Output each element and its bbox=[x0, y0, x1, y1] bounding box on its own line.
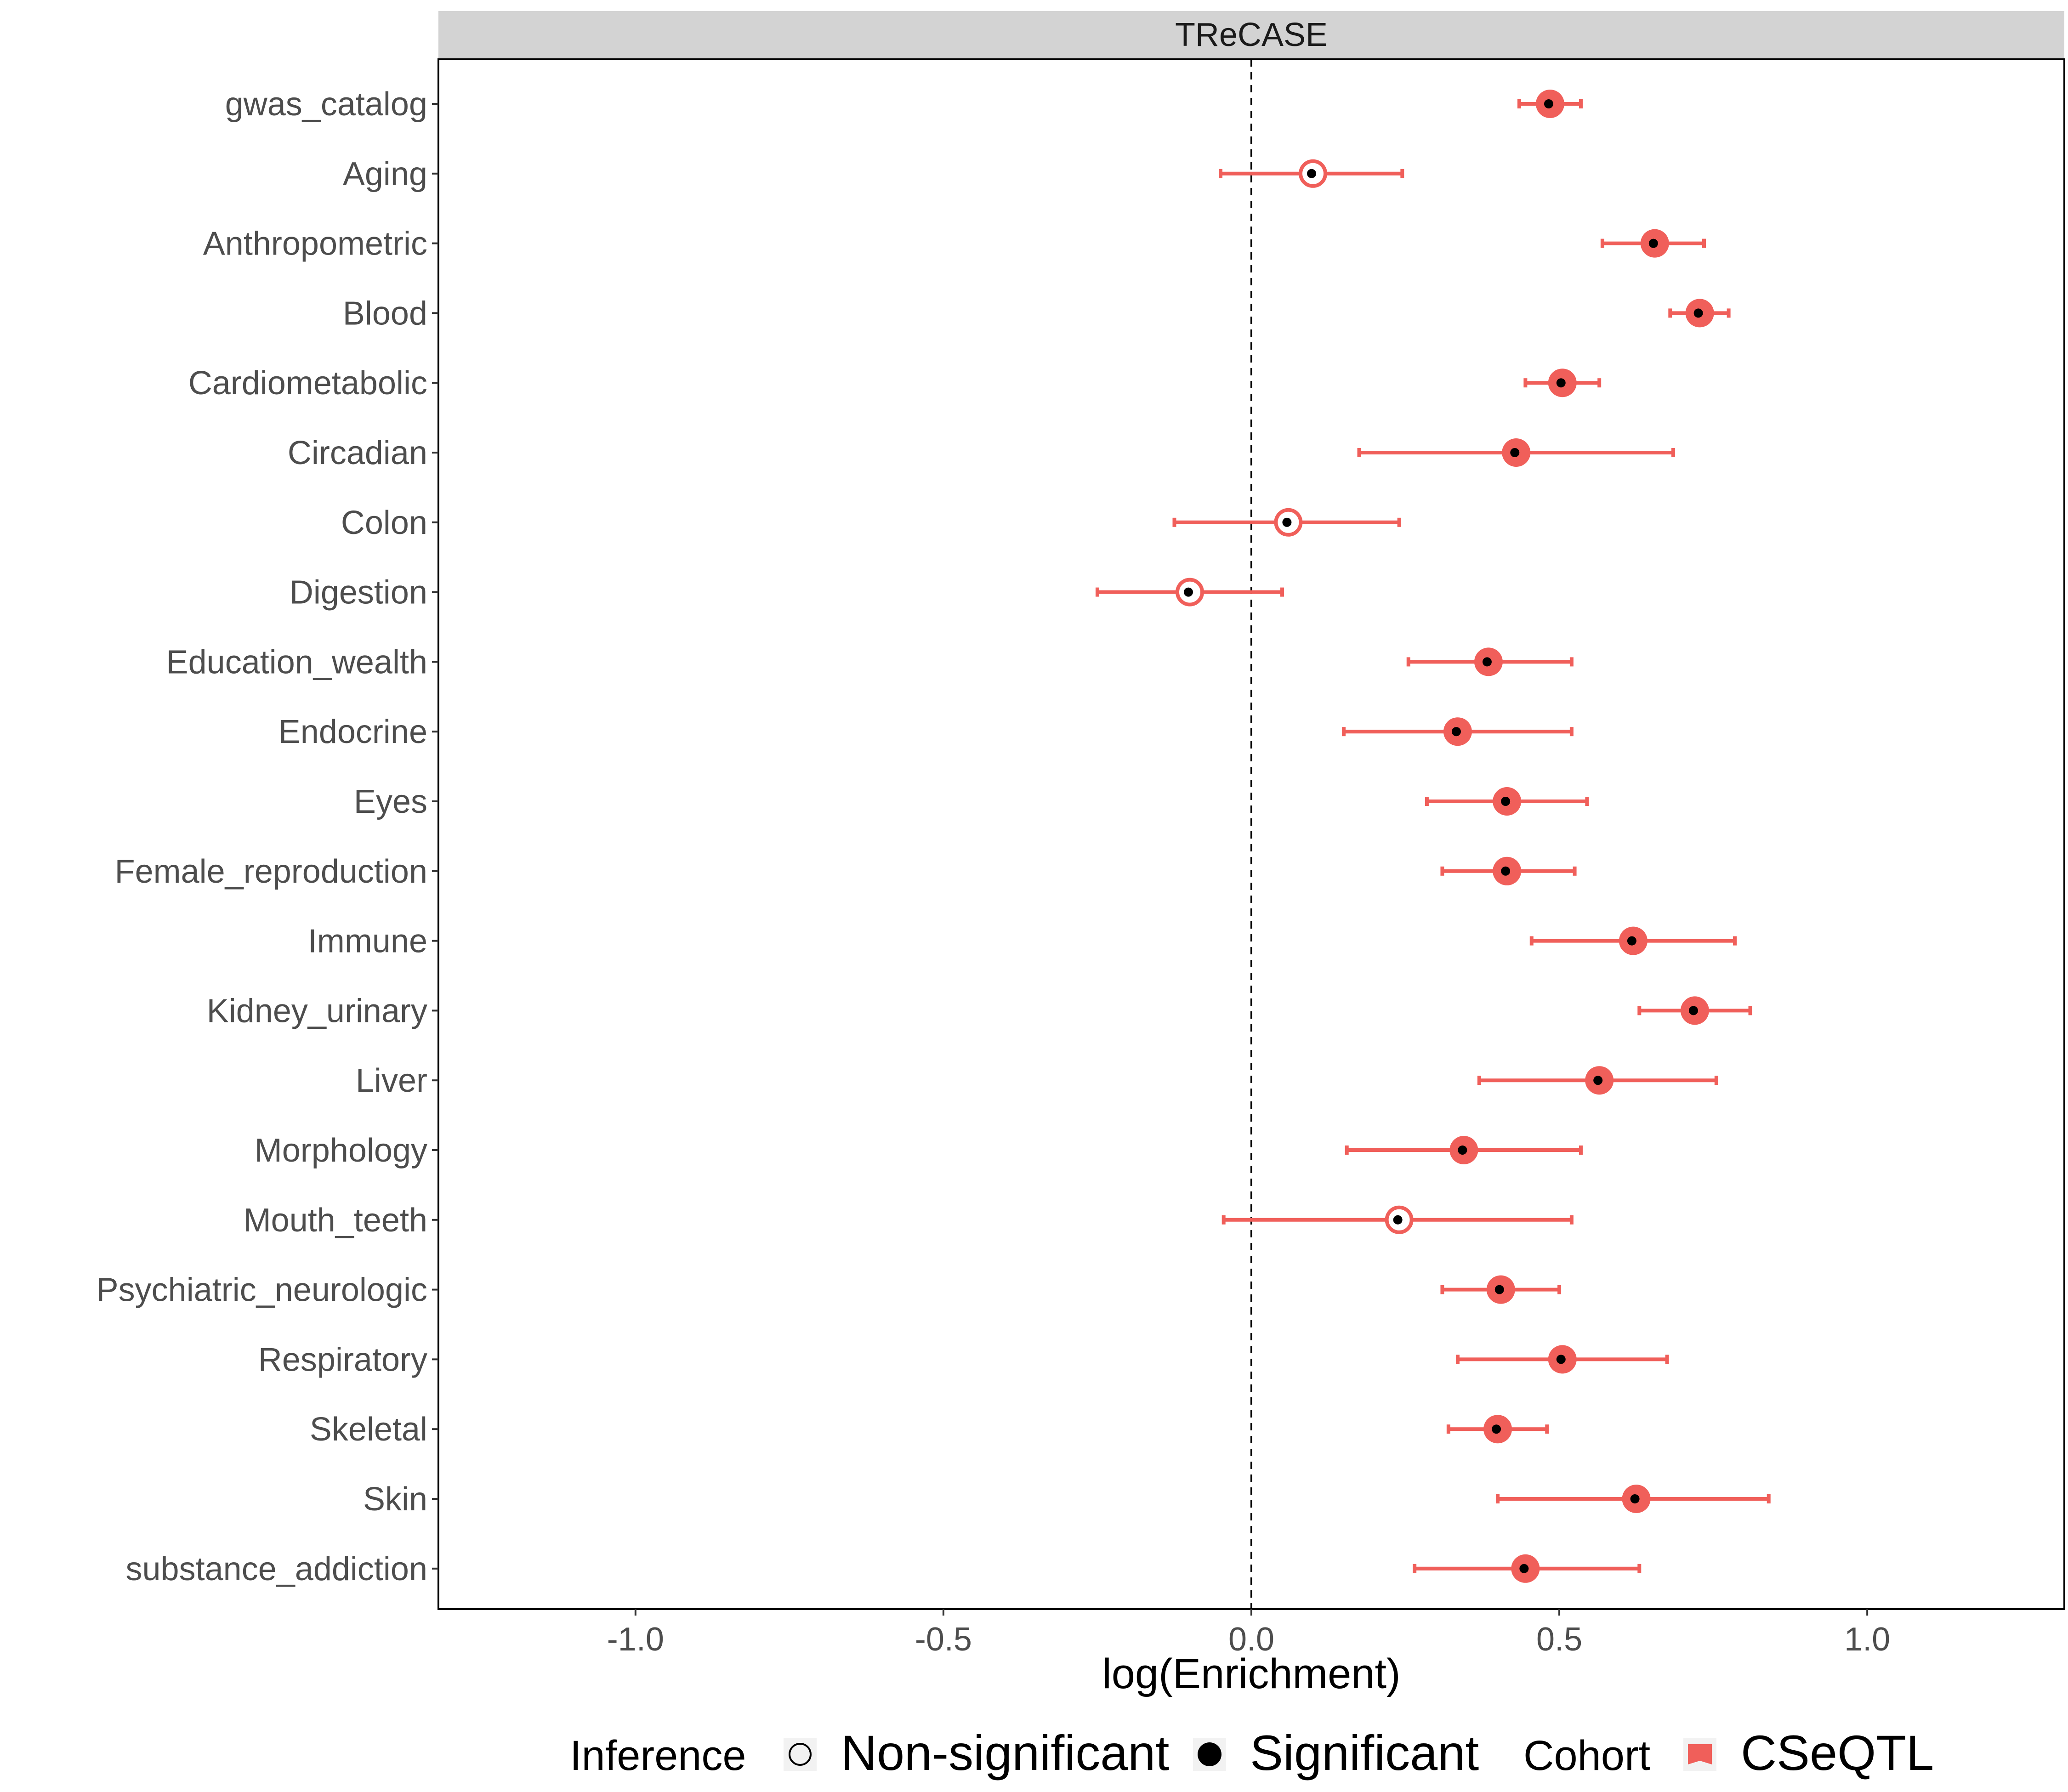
y-tick-label: Eyes bbox=[354, 783, 427, 820]
data-row-education-wealth bbox=[1406, 647, 1574, 676]
x-axis-title: log(Enrichment) bbox=[1102, 1650, 1400, 1697]
data-row-cardiometabolic bbox=[1523, 369, 1602, 397]
data-point-center bbox=[1492, 1424, 1501, 1434]
data-point-center bbox=[1183, 587, 1193, 597]
legend-key-nonsignificant-bg bbox=[784, 1738, 817, 1771]
y-tick-label: gwas_catalog bbox=[225, 86, 427, 123]
x-tick-label: -0.5 bbox=[915, 1621, 972, 1658]
legend: Inference Non-significant Significant Co… bbox=[570, 1725, 1934, 1781]
data-row-skin bbox=[1496, 1485, 1771, 1513]
legend-filled-circle-icon bbox=[1198, 1742, 1221, 1766]
data-point-center bbox=[1544, 99, 1553, 108]
legend-open-circle-icon bbox=[789, 1743, 812, 1766]
y-tick-label: Skin bbox=[363, 1481, 427, 1518]
data-row-morphology bbox=[1345, 1136, 1583, 1164]
data-row-kidney-urinary bbox=[1637, 996, 1752, 1025]
data-point-center bbox=[1519, 1564, 1529, 1573]
data-point-center bbox=[1688, 1006, 1698, 1015]
legend-label-significant: Significant bbox=[1250, 1725, 1479, 1781]
y-tick-label: Female_reproduction bbox=[115, 853, 427, 890]
data-row-psychiatric-neurologic bbox=[1440, 1275, 1562, 1304]
y-tick-label: substance_addiction bbox=[126, 1551, 427, 1588]
y-tick-label: Immune bbox=[308, 923, 427, 960]
data-point-center bbox=[1510, 448, 1520, 457]
y-tick-label: Kidney_urinary bbox=[207, 992, 427, 1029]
data-row-gwas-catalog bbox=[1517, 90, 1583, 118]
facet-strip-background bbox=[438, 11, 2064, 59]
y-tick-label: Aging bbox=[343, 156, 427, 193]
data-row-endocrine bbox=[1342, 717, 1574, 746]
facet-title: TReCASE bbox=[1175, 17, 1328, 53]
data-point-center bbox=[1494, 1285, 1504, 1294]
y-tick-label: Blood bbox=[343, 295, 427, 332]
plot-area bbox=[1095, 59, 1771, 1609]
data-row-substance-addiction bbox=[1413, 1554, 1642, 1583]
data-row-mouth-teeth bbox=[1221, 1205, 1574, 1234]
data-row-circadian bbox=[1357, 438, 1676, 467]
legend-cohort-title: Cohort bbox=[1523, 1732, 1650, 1779]
y-tick-label: Circadian bbox=[288, 435, 427, 471]
legend-inference-title: Inference bbox=[570, 1732, 746, 1779]
data-row-blood bbox=[1668, 299, 1731, 328]
x-tick-label: 0.0 bbox=[1228, 1621, 1274, 1658]
y-tick-label: Psychiatric_neurologic bbox=[97, 1272, 427, 1309]
y-tick-label: Respiratory bbox=[258, 1341, 427, 1378]
data-point-center bbox=[1693, 308, 1703, 318]
y-tick-label: Colon bbox=[341, 505, 427, 541]
data-row-aging bbox=[1218, 159, 1404, 188]
legend-label-cohort: CSeQTL bbox=[1741, 1725, 1934, 1781]
facet-strip: TReCASE bbox=[438, 11, 2064, 59]
data-row-liver bbox=[1477, 1066, 1718, 1095]
y-tick-label: Endocrine bbox=[278, 714, 427, 750]
data-row-female-reproduction bbox=[1440, 856, 1577, 885]
data-row-colon bbox=[1172, 508, 1401, 537]
data-point-center bbox=[1458, 1146, 1467, 1155]
data-row-immune bbox=[1529, 926, 1737, 955]
data-point-center bbox=[1627, 936, 1636, 946]
y-tick-label: Morphology bbox=[255, 1132, 427, 1169]
y-tick-label: Education_wealth bbox=[166, 644, 427, 681]
data-point-center bbox=[1501, 866, 1511, 876]
data-row-skeletal bbox=[1446, 1415, 1549, 1444]
legend-label-nonsignificant: Non-significant bbox=[841, 1725, 1169, 1781]
data-point-center bbox=[1556, 378, 1566, 388]
y-tick-label: Anthropometric bbox=[203, 226, 427, 262]
data-point-center bbox=[1307, 169, 1317, 178]
data-point-center bbox=[1593, 1076, 1603, 1085]
data-row-digestion bbox=[1095, 578, 1284, 607]
x-axis: -1.0 -0.5 0.0 0.5 1.0 bbox=[607, 1609, 1890, 1658]
data-point-center bbox=[1393, 1215, 1403, 1225]
legend-cohort-swatch-icon bbox=[1688, 1744, 1712, 1764]
data-point-center bbox=[1556, 1355, 1566, 1364]
y-tick-label: Mouth_teeth bbox=[244, 1202, 427, 1239]
data-point-center bbox=[1282, 517, 1292, 527]
data-point-center bbox=[1501, 797, 1511, 806]
data-point-center bbox=[1648, 238, 1658, 248]
y-tick-label: Digestion bbox=[290, 574, 427, 611]
data-row-respiratory bbox=[1455, 1345, 1669, 1374]
data-point-center bbox=[1482, 657, 1492, 667]
x-tick-label: 1.0 bbox=[1844, 1621, 1890, 1658]
y-tick-label: Cardiometabolic bbox=[188, 365, 427, 402]
x-tick-label: -1.0 bbox=[607, 1621, 664, 1658]
y-axis: gwas_catalog Aging Anthropometric Blood Card… bbox=[97, 86, 438, 1588]
data-row-eyes bbox=[1425, 787, 1589, 816]
y-tick-label: Skeletal bbox=[310, 1411, 427, 1448]
x-tick-label: 0.5 bbox=[1536, 1621, 1582, 1658]
data-point-center bbox=[1451, 727, 1461, 737]
data-row-anthropometric bbox=[1600, 229, 1706, 258]
data-point-center bbox=[1630, 1494, 1640, 1503]
y-tick-label: Liver bbox=[356, 1062, 427, 1099]
